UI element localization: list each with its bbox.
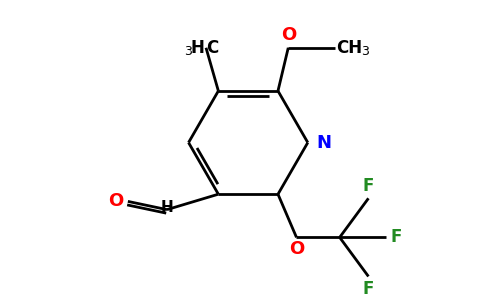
Text: F: F xyxy=(363,177,374,195)
Text: O: O xyxy=(289,241,304,259)
Text: F: F xyxy=(363,280,374,298)
Text: F: F xyxy=(390,228,401,246)
Text: H: H xyxy=(161,200,173,215)
Text: 3: 3 xyxy=(184,45,192,58)
Text: C: C xyxy=(206,39,218,57)
Text: N: N xyxy=(316,134,331,152)
Text: H: H xyxy=(190,39,204,57)
Text: CH: CH xyxy=(336,39,363,57)
Text: 3: 3 xyxy=(361,45,369,58)
Text: O: O xyxy=(108,192,124,210)
Text: O: O xyxy=(281,26,296,44)
